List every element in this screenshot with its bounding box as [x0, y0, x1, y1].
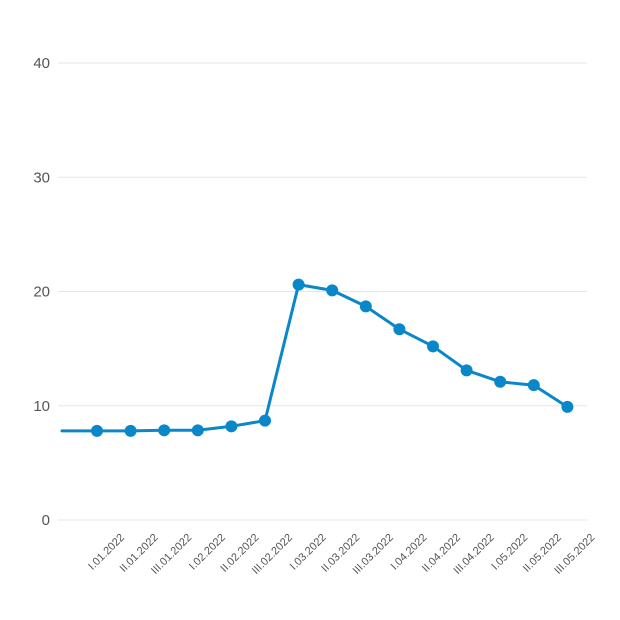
- data-point: [158, 424, 171, 437]
- data-point: [259, 414, 271, 427]
- y-tick-label: 20: [33, 284, 50, 301]
- grid: [58, 62, 587, 521]
- data-point: [359, 300, 372, 313]
- data-point: [225, 420, 238, 433]
- data-point: [292, 278, 305, 291]
- series: [60, 278, 574, 437]
- data-point: [191, 424, 204, 437]
- y-tick-label: 30: [33, 169, 50, 186]
- series-line: [60, 283, 569, 433]
- data-point: [494, 375, 507, 388]
- y-tick-label: 40: [33, 55, 50, 72]
- data-point: [124, 424, 137, 437]
- x-axis-tick-labels: I.01.2022II.01.2022III.01.2022I.02.2022I…: [86, 532, 597, 577]
- y-tick-label: 0: [42, 512, 50, 529]
- data-point: [91, 424, 103, 437]
- y-tick-label: 10: [33, 398, 50, 415]
- y-axis-tick-labels: 0 10 20 30 40: [33, 55, 50, 529]
- data-point: [527, 379, 540, 392]
- data-point: [561, 400, 574, 413]
- data-point: [460, 364, 473, 377]
- data-point: [427, 340, 439, 353]
- data-point: [393, 323, 406, 336]
- data-point: [326, 284, 339, 297]
